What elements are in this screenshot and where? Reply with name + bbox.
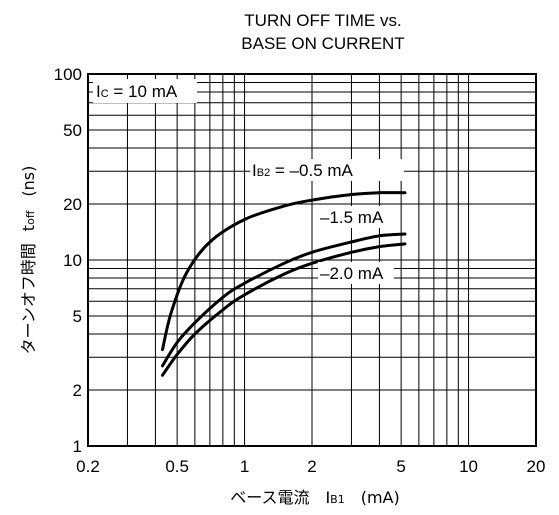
y-axis-label-prefix: ターンオフ時間 [19,243,38,354]
y-axis-label-unit: (ns) [19,166,38,197]
series-label-1-text: = –0.5 mA [270,161,353,180]
x-tick-label: 2 [307,457,316,476]
condition-label: IC = 10 mA [96,82,178,101]
x-tick-label: 0.5 [165,457,189,476]
plot-frame [87,73,537,447]
x-tick-label: 20 [527,457,546,476]
y-axis-label: ターンオフ時間 toff (ns) [19,166,38,355]
x-axis-label-symbol: I [325,488,330,507]
y-axis-label-symbol: t [19,225,38,231]
x-axis-label-unit: (mA) [361,488,400,507]
series-label-1: IB2 = –0.5 mA [252,161,354,180]
series-line-2 [161,232,407,368]
series-label-2: –1.5 mA [320,208,384,227]
condition-subscript: C [101,88,109,100]
series-line-3 [161,242,407,377]
x-tick-label: 0.2 [76,457,100,476]
series-label-1-symbol: I [252,161,257,180]
series-label-3: –2.0 mA [320,264,384,283]
condition-symbol: I [96,82,101,101]
y-tick-labels: 1 2 5 10 20 50 100 [54,65,82,456]
x-tick-label: 10 [459,457,478,476]
x-tick-label: 5 [396,457,405,476]
chart-title-line-1: TURN OFF TIME vs. [244,11,401,30]
condition-label-bg [93,79,197,103]
x-tick-labels: 0.2 0.5 1 2 5 10 20 [76,457,545,476]
series-label-bg-3 [318,262,394,284]
y-tick-label: 50 [63,121,82,140]
series-label-bg-2 [318,206,394,228]
y-axis-label-subscript: off [24,210,37,225]
y-tick-label: 100 [54,65,82,84]
series-curves [161,191,407,377]
x-axis-label-prefix: ベース電流 [230,488,309,507]
y-tick-label: 2 [73,381,82,400]
x-axis-label-subscript: B1 [330,493,345,506]
y-tick-label: 10 [63,251,82,270]
y-tick-label: 1 [73,437,82,456]
chart-title-line-2: BASE ON CURRENT [241,34,404,53]
y-tick-label: 5 [73,307,82,326]
series-line-1 [161,191,407,352]
x-axis-label: ベース電流 IB1 (mA) [230,488,399,507]
x-tick-label: 1 [240,457,249,476]
grid [87,73,537,447]
series-label-bg-1 [250,159,404,181]
condition-text: = 10 mA [109,82,178,101]
y-tick-label: 20 [63,195,82,214]
series-label-1-subscript: B2 [257,167,270,179]
